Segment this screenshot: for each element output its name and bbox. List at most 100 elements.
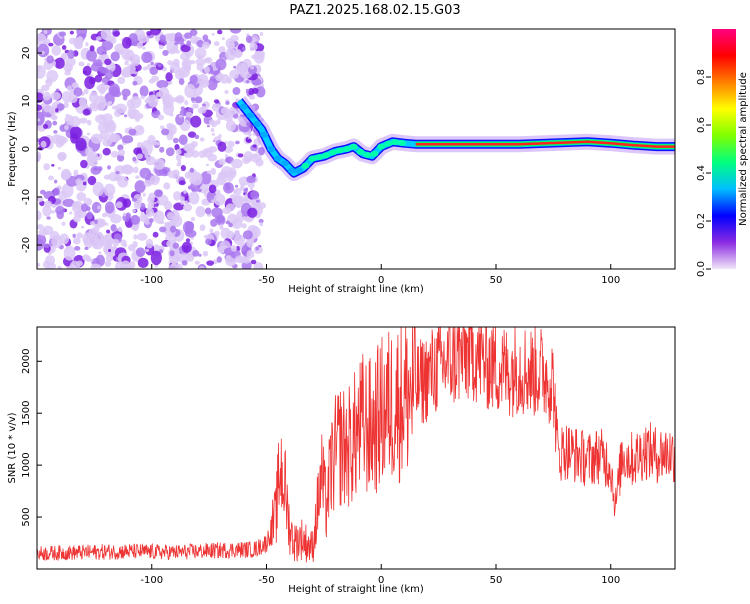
noise-blob (235, 98, 239, 102)
noise-blob (122, 165, 134, 175)
noise-blob (247, 207, 258, 218)
noise-blob (250, 259, 257, 265)
noise-blob (102, 113, 113, 123)
noise-blob (189, 167, 195, 173)
noise-blob (151, 75, 160, 82)
noise-blob (180, 200, 184, 205)
noise-blob (225, 48, 237, 61)
noise-blob (108, 86, 119, 95)
noise-blob (234, 229, 241, 237)
noise-blob (145, 156, 156, 166)
noise-blob (97, 205, 101, 210)
ridge-spot (273, 155, 282, 162)
colorbar-tick-label: 0.2 (696, 213, 707, 229)
noise-blob (96, 83, 108, 92)
noise-blob (108, 248, 112, 253)
noise-blob (106, 103, 111, 106)
noise-blob (40, 84, 50, 92)
noise-blob (86, 132, 91, 136)
noise-blob (58, 190, 68, 200)
noise-blob (73, 202, 81, 210)
noise-blob (115, 170, 120, 175)
noise-blob (156, 142, 161, 146)
noise-blob (255, 199, 260, 203)
noise-blob (52, 120, 58, 126)
ridge-spot (280, 160, 289, 167)
noise-blob (157, 63, 162, 68)
spectrogram-xtick-label: 100 (601, 275, 620, 286)
spectrogram-xtick-label: -100 (140, 275, 163, 286)
noise-blob (147, 94, 159, 108)
noise-blob (187, 107, 194, 112)
noise-blob (128, 128, 137, 136)
noise-blob (132, 80, 138, 86)
noise-blob (149, 66, 159, 75)
snr-xtick-label: 0 (378, 575, 384, 586)
noise-blob (253, 50, 265, 64)
noise-blob (164, 222, 169, 226)
noise-blob (142, 66, 148, 71)
noise-blob (213, 193, 226, 206)
noise-blob (152, 231, 159, 238)
noise-blob (104, 260, 112, 267)
ridge-spot (391, 139, 400, 146)
noise-blob (162, 95, 171, 105)
spectrogram-xtick-label: 0 (378, 275, 384, 286)
noise-blob (214, 215, 225, 224)
noise-blob (176, 162, 182, 167)
noise-blob (210, 167, 217, 176)
noise-blob (156, 194, 169, 206)
noise-blob (51, 210, 55, 214)
noise-blob (190, 115, 202, 128)
noise-blob (177, 159, 182, 164)
noise-blob (187, 185, 192, 190)
noise-blob (110, 150, 119, 158)
noise-blob (229, 69, 240, 80)
noise-blob (87, 151, 99, 163)
ridge-spot (253, 121, 262, 128)
ridge-spot (384, 140, 393, 147)
noise-blob (206, 124, 210, 128)
ridge-spot (370, 150, 379, 157)
noise-blob (230, 245, 237, 252)
noise-blob (209, 228, 214, 234)
noise-blob (246, 175, 256, 184)
noise-blob (130, 96, 142, 109)
ridge-spot (287, 167, 296, 174)
noise-blob (73, 87, 83, 97)
noise-blob (96, 218, 107, 228)
snr-xtick-label: -100 (140, 575, 163, 586)
colorbar: 0.0 0.2 0.4 0.6 0.8 Normalized spectral ampl… (696, 29, 749, 277)
noise-blob (57, 265, 62, 269)
noise-blob (168, 124, 177, 135)
noise-blob (55, 205, 65, 215)
ridge-spot (335, 147, 344, 154)
ridge-red (415, 140, 675, 148)
noise-blob (167, 170, 179, 179)
noise-blob (189, 74, 199, 84)
noise-blob (82, 254, 90, 261)
noise-blob (251, 87, 259, 94)
noise-blob (204, 207, 212, 215)
colorbar-ticks: 0.0 0.2 0.4 0.6 0.8 (696, 69, 711, 277)
noise-blob (122, 198, 132, 208)
noise-blob (84, 177, 89, 182)
noise-blob (259, 31, 264, 36)
spectrogram-ylabel: Frequency (Hz) (7, 111, 18, 187)
noise-blob (110, 51, 120, 62)
noise-blob (192, 103, 199, 109)
noise-blob (169, 250, 175, 257)
noise-blob (149, 174, 160, 186)
noise-blob (231, 158, 243, 169)
noise-blob (121, 135, 134, 144)
noise-blob (183, 203, 193, 212)
noise-blob (185, 111, 193, 118)
spectrogram-xtick-label: 50 (490, 275, 503, 286)
noise-blob (103, 183, 116, 197)
noise-blob (57, 166, 62, 170)
noise-blob (37, 33, 47, 46)
noise-blob (196, 54, 203, 60)
noise-blob (229, 29, 242, 34)
noise-blob (233, 234, 246, 246)
